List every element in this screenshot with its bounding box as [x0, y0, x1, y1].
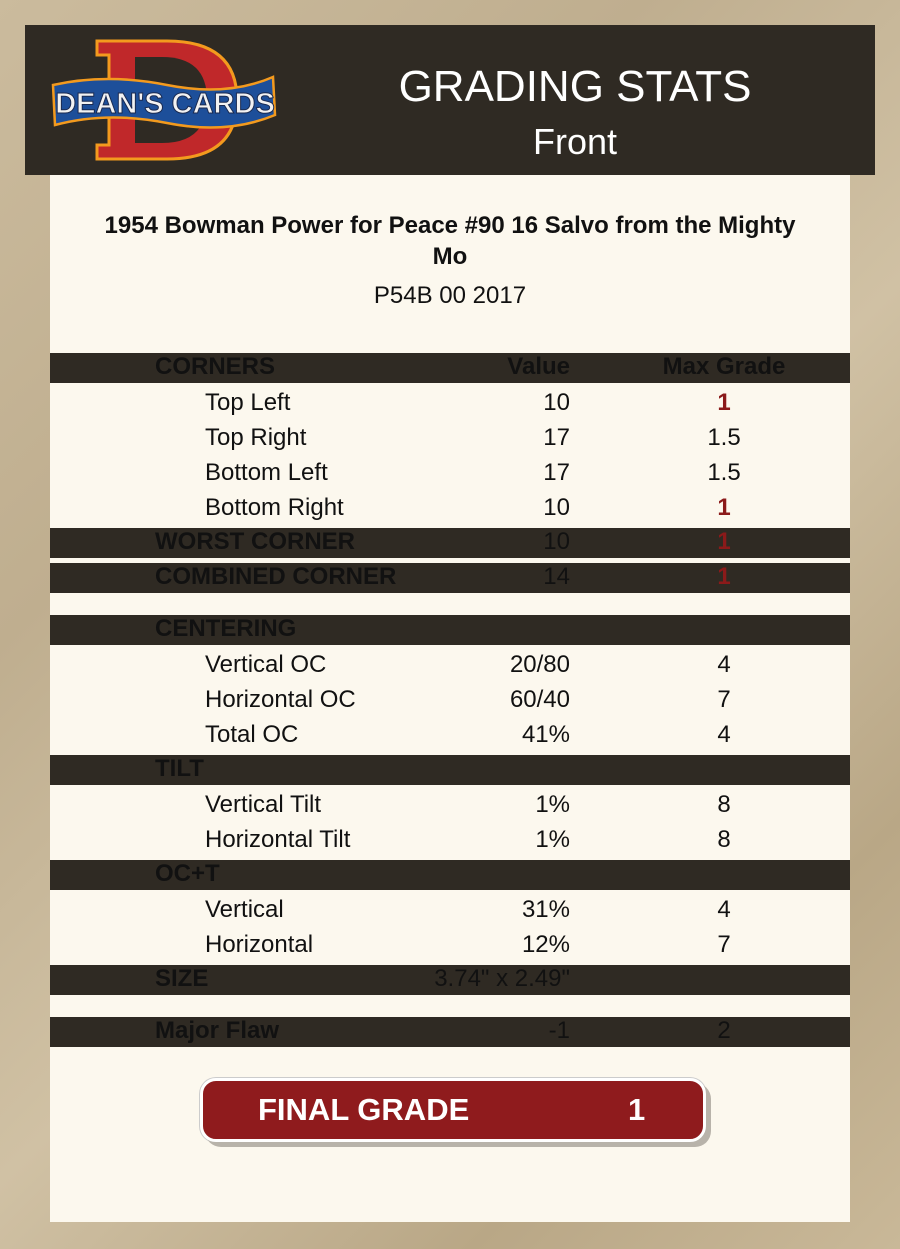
value-column-header: Value: [507, 353, 570, 380]
stat-label: SIZE: [155, 965, 209, 992]
stat-label: Vertical: [205, 896, 284, 923]
stat-label: Bottom Right: [205, 494, 344, 521]
stat-label: CORNERS: [155, 353, 276, 380]
stat-value: 12%: [521, 931, 570, 958]
stat-max-grade: 1: [717, 494, 731, 521]
stat-label: OC+T: [155, 860, 220, 887]
stat-max-grade: 1: [717, 389, 731, 416]
svg-text:DEAN'S CARDS: DEAN'S CARDS: [55, 88, 275, 120]
stat-label: Top Right: [205, 424, 307, 451]
stat-value: 1%: [535, 826, 570, 853]
stat-value: 14: [543, 563, 570, 590]
page-title: GRADING STATS: [398, 62, 752, 111]
stat-row: Top Right 17 1.5: [50, 424, 850, 454]
max-grade-column-header: Max Grade: [662, 353, 786, 380]
final-grade-value: 1: [628, 1092, 646, 1127]
stat-max-grade: 4: [717, 651, 731, 678]
stat-value: 31%: [521, 896, 570, 923]
stat-max-grade: 4: [717, 721, 731, 748]
stat-value: 10: [543, 528, 570, 555]
stat-max-grade: 1: [717, 563, 731, 590]
stat-label: Total OC: [205, 721, 299, 748]
stat-label: Vertical OC: [205, 651, 327, 678]
stat-value: 10: [543, 389, 570, 416]
stat-value: 17: [543, 459, 570, 486]
stat-max-grade: 1.5: [707, 424, 741, 451]
stat-row: Major Flaw -1 2: [50, 1017, 850, 1047]
stat-row: Horizontal Tilt 1% 8: [50, 826, 850, 856]
stat-row: Horizontal OC 60/40 7: [50, 686, 850, 716]
stat-label: Horizontal Tilt: [205, 826, 351, 853]
final-grade-banner: FINAL GRADE 1: [200, 1078, 706, 1142]
card-name: 1954 Bowman Power for Peace #90 16 Salvo…: [104, 212, 796, 270]
stat-value: 3.74" x 2.49": [434, 965, 570, 992]
stat-value: -1: [548, 1017, 570, 1044]
stat-max-grade: 7: [717, 686, 731, 713]
stat-value: 17: [543, 424, 570, 451]
stat-max-grade: 4: [717, 896, 731, 923]
stat-value: 1%: [535, 791, 570, 818]
page-subtitle: Front: [532, 121, 618, 162]
stat-row: OC+T: [50, 860, 850, 890]
stat-max-grade: 8: [717, 826, 731, 853]
card-code: P54B 00 2017: [373, 282, 527, 309]
stat-label: COMBINED CORNER: [155, 563, 397, 590]
stat-label: WORST CORNER: [155, 528, 355, 555]
stat-row: SIZE 3.74" x 2.49": [50, 965, 850, 995]
stat-label: Horizontal: [205, 931, 314, 958]
stat-row: WORST CORNER 10 1: [50, 528, 850, 558]
stat-row: Bottom Right 10 1: [50, 494, 850, 524]
stat-label: Bottom Left: [205, 459, 328, 486]
stat-value: 41%: [521, 721, 570, 748]
stat-max-grade: 1: [717, 528, 731, 555]
grading-card: 1954 Bowman Power for Peace #90 16 Salvo…: [50, 175, 850, 1222]
stat-row: Vertical 31% 4: [50, 896, 850, 926]
stat-row: Top Left 10 1: [50, 389, 850, 419]
stat-row: CENTERING: [50, 615, 850, 645]
stat-label: Top Left: [205, 389, 291, 416]
stat-row: Horizontal 12% 7: [50, 931, 850, 961]
stat-row: COMBINED CORNER 14 1: [50, 563, 850, 593]
stat-label: CENTERING: [155, 615, 297, 642]
deans-cards-logo: DEAN'S CARDS: [51, 39, 277, 161]
stat-label: TILT: [155, 755, 204, 782]
final-grade-label: FINAL GRADE: [258, 1092, 470, 1127]
stat-value: 20/80: [509, 651, 570, 678]
stat-row: Bottom Left 17 1.5: [50, 459, 850, 489]
stat-label: Vertical Tilt: [205, 791, 322, 818]
stat-row: Vertical OC 20/80 4: [50, 651, 850, 681]
stat-row: Total OC 41% 4: [50, 721, 850, 751]
stat-label: Horizontal OC: [205, 686, 356, 713]
stat-row: Vertical Tilt 1% 8: [50, 791, 850, 821]
stat-max-grade: 8: [717, 791, 731, 818]
header-bar: DEAN'S CARDS GRADING STATS Front: [25, 25, 875, 175]
stat-row: CORNERS Value Max Grade: [50, 353, 850, 383]
stat-max-grade: 1.5: [707, 459, 741, 486]
stat-label: Major Flaw: [155, 1017, 280, 1044]
stat-value: 10: [543, 494, 570, 521]
stat-max-grade: 7: [717, 931, 731, 958]
stat-value: 60/40: [509, 686, 570, 713]
stat-row: TILT: [50, 755, 850, 785]
stat-max-grade: 2: [717, 1017, 731, 1044]
card-title-block: 1954 Bowman Power for Peace #90 16 Salvo…: [90, 210, 810, 310]
